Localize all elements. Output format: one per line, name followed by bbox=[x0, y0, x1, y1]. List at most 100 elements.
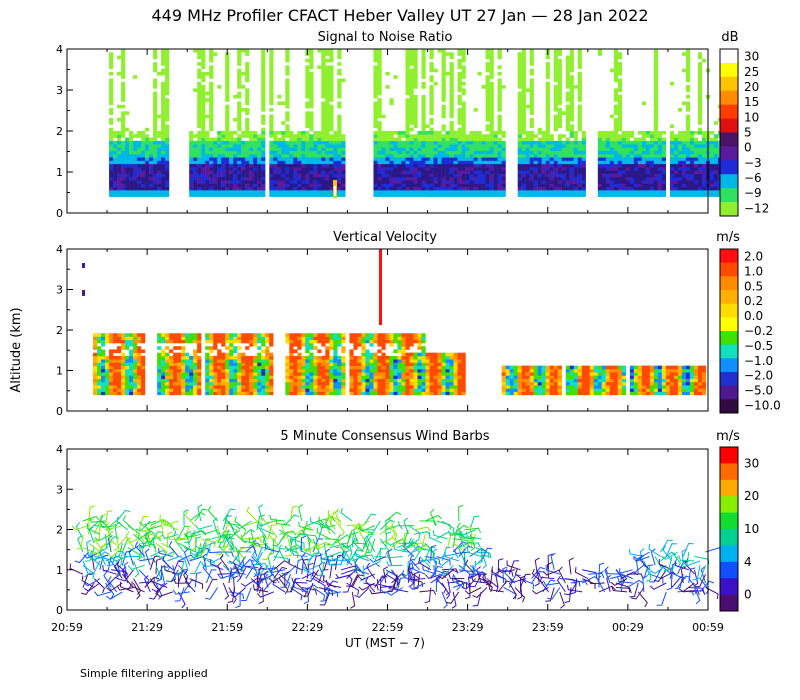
snr-cell bbox=[297, 180, 302, 184]
snr-cell bbox=[657, 144, 663, 148]
snr-cell bbox=[421, 131, 426, 135]
snr-cell bbox=[257, 157, 262, 161]
snr-cell bbox=[637, 157, 643, 161]
snr-cell bbox=[433, 81, 438, 86]
snr-cell bbox=[573, 131, 578, 135]
snr-cell bbox=[449, 104, 454, 109]
snr-cell bbox=[469, 150, 474, 155]
snr-cell bbox=[269, 190, 274, 194]
snr-cell bbox=[225, 173, 230, 178]
snr-cell bbox=[609, 163, 615, 168]
velocity-cell bbox=[165, 346, 170, 350]
snr-cell bbox=[457, 160, 462, 165]
velocity-cell bbox=[357, 375, 362, 379]
snr-cell bbox=[309, 88, 314, 92]
snr-cell bbox=[421, 167, 426, 171]
snr-cell bbox=[285, 131, 290, 135]
snr-cell bbox=[233, 176, 238, 181]
snr-cell bbox=[165, 65, 170, 69]
velocity-cell bbox=[121, 365, 126, 370]
velocity-cell bbox=[293, 355, 298, 360]
snr-cell bbox=[625, 190, 631, 194]
snr-cell bbox=[521, 190, 526, 194]
snr-cell bbox=[553, 150, 558, 155]
snr-cell bbox=[225, 98, 230, 102]
snr-cell bbox=[373, 124, 378, 129]
snr-cell bbox=[637, 150, 643, 155]
snr-cell bbox=[641, 163, 647, 168]
velocity-cell bbox=[105, 388, 110, 392]
snr-cell bbox=[245, 160, 250, 165]
snr-cell bbox=[657, 150, 663, 155]
snr-cell bbox=[557, 117, 562, 122]
velocity-cell bbox=[285, 381, 290, 386]
snr-cell bbox=[553, 167, 558, 171]
velocity-cell bbox=[117, 378, 122, 383]
snr-cell bbox=[457, 62, 462, 66]
velocity-cell bbox=[177, 352, 182, 357]
snr-cell bbox=[649, 131, 655, 135]
velocity-cell bbox=[141, 349, 146, 354]
snr-cell bbox=[241, 49, 246, 53]
velocity-cell bbox=[97, 381, 102, 386]
snr-cell bbox=[197, 173, 202, 178]
velocity-cell bbox=[373, 378, 378, 383]
velocity-cell bbox=[265, 352, 270, 357]
snr-cell bbox=[569, 58, 574, 63]
snr-cell bbox=[257, 176, 262, 181]
snr-cell bbox=[697, 68, 703, 73]
snr-cell bbox=[117, 144, 122, 148]
velocity-cell bbox=[337, 368, 342, 373]
snr-cell bbox=[317, 163, 322, 168]
snr-cell bbox=[489, 180, 494, 184]
snr-cell bbox=[209, 75, 214, 79]
snr-cell bbox=[213, 183, 218, 188]
snr-cell bbox=[285, 153, 290, 158]
snr-cell bbox=[613, 137, 619, 142]
snr-cell bbox=[545, 62, 550, 66]
snr-cell bbox=[377, 140, 382, 145]
snr-cell bbox=[553, 62, 558, 66]
snr-cell bbox=[281, 186, 286, 191]
velocity-cell bbox=[369, 352, 374, 357]
snr-cell bbox=[613, 131, 619, 135]
snr-cell bbox=[561, 173, 566, 178]
snr-cell bbox=[541, 153, 546, 158]
velocity-cell bbox=[121, 346, 126, 350]
snr-cell bbox=[697, 55, 703, 60]
snr-cell bbox=[441, 58, 446, 63]
velocity-cell bbox=[185, 333, 190, 337]
snr-cell bbox=[337, 121, 342, 125]
snr-cell bbox=[485, 193, 490, 197]
colorbar-swatch bbox=[720, 104, 738, 120]
velocity-cell bbox=[209, 333, 214, 337]
snr-cell bbox=[557, 58, 562, 63]
snr-cell bbox=[197, 52, 202, 56]
snr-cell bbox=[253, 186, 258, 191]
velocity-cell bbox=[249, 372, 254, 376]
snr-cell bbox=[557, 153, 562, 158]
snr-cell bbox=[485, 108, 490, 112]
snr-cell bbox=[645, 131, 651, 135]
snr-cell bbox=[233, 137, 238, 142]
snr-cell bbox=[673, 134, 679, 138]
velocity-cell bbox=[341, 372, 346, 376]
snr-cell bbox=[309, 98, 314, 102]
snr-cell bbox=[713, 170, 719, 174]
snr-cell bbox=[121, 88, 126, 92]
snr-cell bbox=[313, 140, 318, 145]
velocity-cell bbox=[369, 388, 374, 392]
snr-cell bbox=[637, 140, 643, 145]
velocity-cell bbox=[249, 385, 254, 389]
snr-cell bbox=[681, 153, 687, 158]
velocity-cell bbox=[269, 355, 274, 360]
snr-cell bbox=[713, 193, 719, 197]
snr-cell bbox=[445, 157, 450, 161]
velocity-cell bbox=[253, 368, 258, 373]
velocity-cell bbox=[241, 378, 246, 383]
velocity-cell bbox=[97, 378, 102, 383]
snr-cell bbox=[221, 183, 226, 188]
snr-cell bbox=[553, 65, 558, 69]
snr-cell bbox=[605, 163, 611, 168]
snr-cell bbox=[297, 153, 302, 158]
